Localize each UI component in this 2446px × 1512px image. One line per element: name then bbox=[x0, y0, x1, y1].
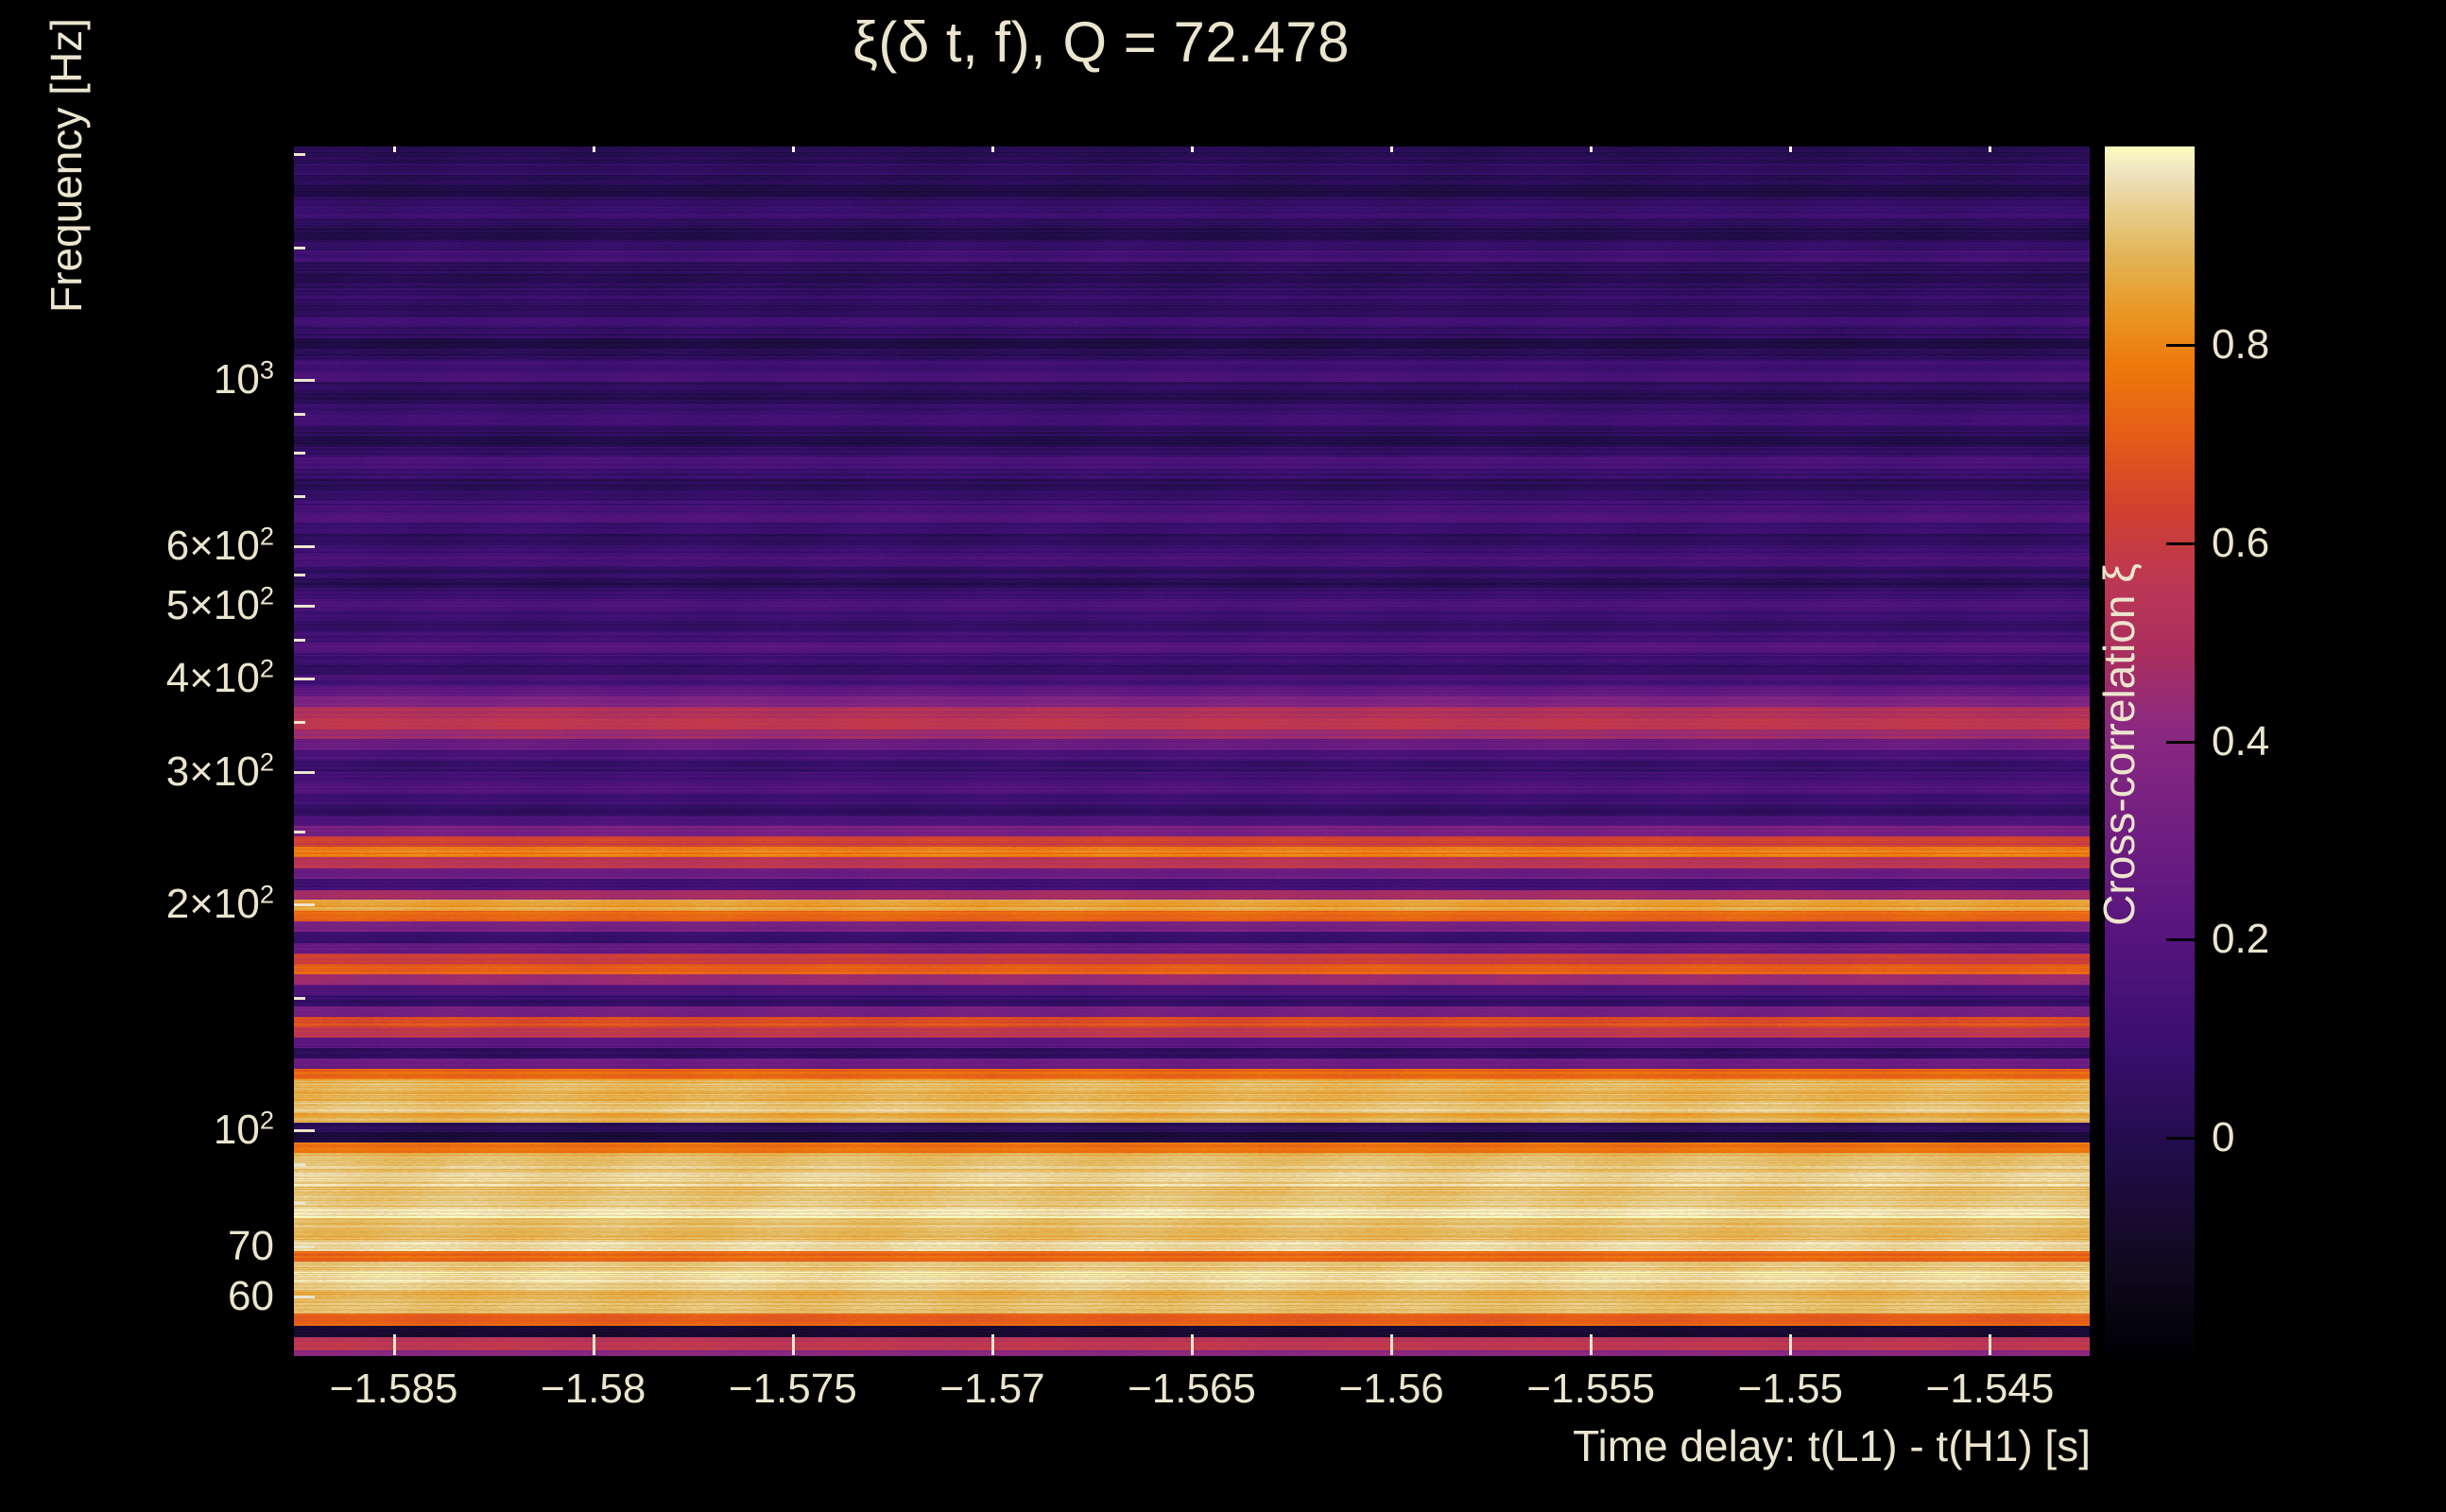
y-tick-exponent-4: 2 bbox=[259, 747, 274, 777]
y-tick-mantissa-2: 5×10 bbox=[165, 582, 260, 629]
y-tick-mark-6 bbox=[294, 1129, 315, 1133]
x-tick-label-8: −1.545 bbox=[1925, 1366, 2055, 1412]
y-minor-tick-6 bbox=[294, 574, 305, 577]
y-tick-exponent-1: 2 bbox=[259, 521, 274, 551]
heatmap-canvas bbox=[294, 146, 2090, 1356]
colorbar-tick-mark-2 bbox=[2166, 740, 2195, 744]
y-tick-exponent-2: 2 bbox=[259, 580, 274, 610]
colorbar-tick-mark-4 bbox=[2166, 1137, 2195, 1141]
y-minor-tick-1 bbox=[294, 1163, 305, 1167]
x-tick-label-6: −1.555 bbox=[1526, 1366, 1656, 1412]
y-tick-label-7: 70 bbox=[228, 1222, 274, 1269]
y-minor-tick-11 bbox=[294, 153, 305, 157]
y-minor-tick-3 bbox=[294, 831, 305, 834]
y-tick-label-3: 4×102 bbox=[0, 655, 274, 702]
y-minor-tick-4 bbox=[294, 721, 305, 725]
colorbar-tick-mark-1 bbox=[2166, 541, 2195, 545]
y-tick-mark-5 bbox=[294, 903, 315, 907]
colorbar-tick-label-0: 0.8 bbox=[2212, 320, 2270, 368]
x-tick-mark-7 bbox=[1789, 1334, 1793, 1355]
y-axis-title: Frequency [Hz] bbox=[42, 18, 91, 313]
x-tick-label-3: −1.57 bbox=[939, 1366, 1045, 1412]
x-tick-mark-3 bbox=[990, 1334, 994, 1355]
y-tick-mantissa-1: 6×10 bbox=[165, 523, 260, 570]
y-tick-exponent-3: 2 bbox=[259, 653, 274, 683]
y-tick-exponent-6: 2 bbox=[259, 1105, 274, 1135]
y-tick-mantissa-4: 3×10 bbox=[165, 748, 260, 796]
colorbar-tick-mark-0 bbox=[2166, 343, 2195, 347]
y-tick-label-8: 60 bbox=[228, 1273, 274, 1320]
x-axis-title: Time delay: t(L1) - t(H1) [s] bbox=[1573, 1421, 2091, 1470]
x-tick-label-0: −1.585 bbox=[329, 1366, 458, 1412]
y-tick-mark-7 bbox=[294, 1245, 315, 1248]
x-tick-mark-0 bbox=[392, 1334, 396, 1355]
y-tick-label-4: 3×102 bbox=[0, 748, 274, 796]
colorbar-title: Cross-correlation ξ bbox=[2094, 563, 2144, 926]
colorbar-gradient bbox=[2105, 146, 2195, 1356]
x-tick-mark-8 bbox=[1989, 1334, 1992, 1355]
y-minor-tick-8 bbox=[294, 452, 305, 455]
y-tick-mark-4 bbox=[294, 771, 315, 775]
colorbar-tick-label-3: 0.2 bbox=[2212, 916, 2270, 963]
y-minor-tick-5 bbox=[294, 639, 305, 643]
x-tick-label-2: −1.575 bbox=[728, 1366, 857, 1412]
x-tick-mark-4 bbox=[1191, 1334, 1194, 1355]
x-tick-label-5: −1.56 bbox=[1338, 1366, 1444, 1412]
y-tick-mantissa-3: 4×10 bbox=[165, 655, 260, 702]
heatmap-plot-area[interactable] bbox=[294, 146, 2090, 1356]
x-tick-mark-6 bbox=[1590, 1334, 1593, 1355]
y-tick-label-0: 103 bbox=[0, 356, 274, 404]
y-tick-mark-1 bbox=[294, 545, 315, 549]
x-tick-label-1: −1.58 bbox=[540, 1366, 646, 1412]
y-tick-mark-3 bbox=[294, 678, 315, 681]
x-tick-label-7: −1.55 bbox=[1737, 1366, 1843, 1412]
y-tick-mark-0 bbox=[294, 379, 315, 383]
colorbar-tick-mark-3 bbox=[2166, 938, 2195, 942]
colorbar[interactable] bbox=[2105, 146, 2195, 1356]
y-minor-tick-9 bbox=[294, 413, 305, 417]
y-tick-label-2: 5×102 bbox=[0, 582, 274, 629]
colorbar-tick-label-1: 0.6 bbox=[2212, 519, 2270, 566]
colorbar-tick-label-2: 0.4 bbox=[2212, 717, 2270, 765]
y-tick-mantissa-6: 10 bbox=[213, 1107, 260, 1154]
plot-title: ξ(δ t, f), Q = 72.478 bbox=[853, 10, 1350, 74]
colorbar-tick-label-4: 0 bbox=[2212, 1114, 2235, 1161]
y-tick-exponent-0: 3 bbox=[259, 354, 274, 385]
x-tick-label-4: −1.565 bbox=[1128, 1366, 1256, 1412]
x-tick-mark-5 bbox=[1390, 1334, 1394, 1355]
y-tick-label-1: 6×102 bbox=[0, 523, 274, 570]
x-tick-mark-2 bbox=[791, 1334, 795, 1355]
y-tick-mark-2 bbox=[294, 605, 315, 609]
y-minor-tick-2 bbox=[294, 997, 305, 1001]
y-minor-tick-10 bbox=[294, 247, 305, 250]
y-tick-mantissa-5: 2×10 bbox=[165, 881, 260, 928]
y-tick-label-6: 102 bbox=[0, 1107, 274, 1154]
y-minor-tick-0 bbox=[294, 1201, 305, 1205]
y-tick-exponent-5: 2 bbox=[259, 879, 274, 909]
y-tick-mantissa-0: 10 bbox=[213, 356, 260, 404]
y-minor-tick-7 bbox=[294, 495, 305, 499]
y-tick-mark-8 bbox=[294, 1296, 315, 1299]
y-tick-label-5: 2×102 bbox=[0, 881, 274, 928]
x-tick-mark-1 bbox=[592, 1334, 595, 1355]
